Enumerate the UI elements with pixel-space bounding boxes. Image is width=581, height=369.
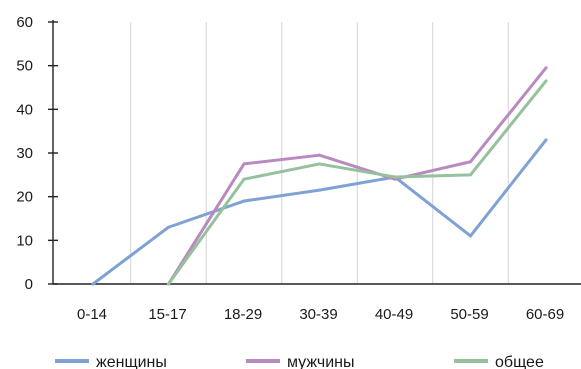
data-point-0-0 <box>91 282 95 286</box>
series-line-1 <box>167 66 548 286</box>
x-tick-labels: 0-14 15-17 18-29 30-39 40-49 50-59 60-69 <box>77 306 564 323</box>
series-line-2 <box>167 79 548 286</box>
data-point-0-2 <box>242 199 246 203</box>
series-line-0 <box>91 138 548 286</box>
series-lines <box>91 66 548 286</box>
data-point-2-6 <box>544 79 548 83</box>
data-point-2-3 <box>318 162 321 166</box>
data-point-0-1 <box>167 225 170 229</box>
data-point-0-3 <box>318 188 321 192</box>
y-tick-label-60: 60 <box>16 14 33 31</box>
grid-lines <box>130 22 509 284</box>
y-tick-label-50: 50 <box>16 58 33 75</box>
y-tick-label-20: 20 <box>16 189 33 206</box>
data-point-2-1 <box>167 282 170 286</box>
x-tick-label-60-69: 60-69 <box>526 306 564 323</box>
y-tick-label-30: 30 <box>16 145 33 162</box>
axes <box>48 20 581 285</box>
data-point-2-5 <box>469 173 472 177</box>
data-point-2-2 <box>242 177 246 181</box>
data-point-1-5 <box>469 160 472 164</box>
data-point-1-6 <box>544 66 548 70</box>
y-tick-label-40: 40 <box>16 101 33 118</box>
x-tick-label-15-17: 15-17 <box>148 306 186 323</box>
data-point-1-3 <box>318 153 321 157</box>
data-point-0-5 <box>469 234 472 238</box>
x-tick-label-30-39: 30-39 <box>299 306 337 323</box>
y-tick-labels: 0 10 20 30 40 50 60 <box>16 14 33 293</box>
y-tick-label-0: 0 <box>25 276 33 293</box>
legend-label-1: мужчины <box>287 354 355 369</box>
data-point-2-4 <box>393 175 397 179</box>
x-tick-label-0-14: 0-14 <box>77 306 107 323</box>
data-point-1-2 <box>242 162 246 166</box>
x-tick-label-40-49: 40-49 <box>375 306 413 323</box>
y-tick-label-10: 10 <box>16 232 33 249</box>
x-tick-label-18-29: 18-29 <box>224 306 262 323</box>
x-tick-label-50-59: 50-59 <box>450 306 488 323</box>
data-point-0-6 <box>544 138 548 142</box>
legend: женщины мужчины общее <box>55 354 544 369</box>
legend-label-2: общее <box>495 354 544 369</box>
legend-label-0: женщины <box>96 354 167 369</box>
